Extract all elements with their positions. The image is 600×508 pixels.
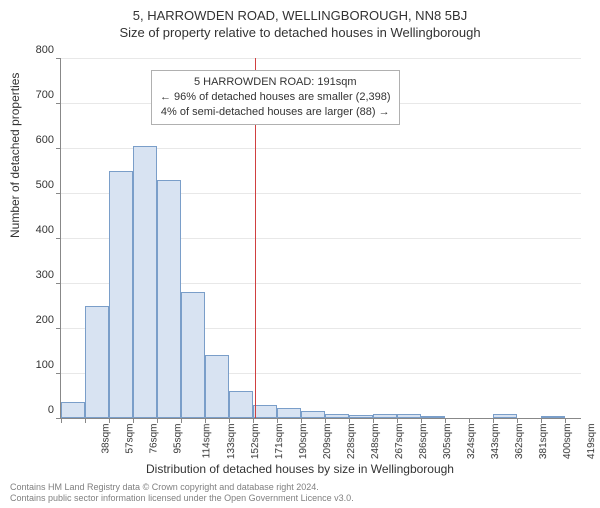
gridline [61,58,581,59]
annotation-line3: 4% of semi-detached houses are larger (8… [160,105,391,120]
y-tick-label: 200 [14,314,54,326]
histogram-bar [253,405,277,418]
x-tick-mark [277,418,278,423]
x-tick-mark [541,418,542,423]
histogram-bar [349,415,373,418]
y-tick-label: 300 [14,269,54,281]
x-tick-label: 400sqm [562,424,573,460]
y-tick-label: 500 [14,179,54,191]
x-tick-mark [565,418,566,423]
histogram-bar [181,292,205,418]
histogram-bar [421,416,445,418]
plot-area: 5 HARROWDEN ROAD: 191sqm ← 96% of detach… [60,58,581,419]
histogram-bar [205,355,229,418]
y-tick-mark [56,283,61,284]
y-tick-mark [56,193,61,194]
histogram-bar [109,171,133,419]
histogram-bar [133,146,157,418]
y-tick-label: 0 [14,404,54,416]
x-tick-mark [349,418,350,423]
histogram-bar [85,306,109,419]
page-subtitle: Size of property relative to detached ho… [0,25,600,40]
y-tick-mark [56,148,61,149]
page-title: 5, HARROWDEN ROAD, WELLINGBOROUGH, NN8 5… [0,8,600,23]
x-tick-mark [253,418,254,423]
histogram-bar [277,408,301,418]
x-tick-label: 38sqm [101,424,112,454]
x-tick-mark [301,418,302,423]
x-tick-mark [133,418,134,423]
y-tick-label: 600 [14,134,54,146]
x-tick-mark [157,418,158,423]
y-tick-mark [56,373,61,374]
annotation-line2: ← 96% of detached houses are smaller (2,… [160,90,391,105]
y-tick-mark [56,58,61,59]
y-tick-label: 800 [14,44,54,56]
x-tick-mark [85,418,86,423]
x-tick-mark [397,418,398,423]
x-tick-label: 324sqm [466,424,477,460]
footer-line1: Contains HM Land Registry data © Crown c… [10,482,354,493]
x-tick-label: 362sqm [514,424,525,460]
histogram-bar [229,391,253,418]
x-tick-label: 305sqm [442,424,453,460]
x-tick-mark [229,418,230,423]
x-tick-label: 114sqm [201,424,212,459]
annotation-box: 5 HARROWDEN ROAD: 191sqm ← 96% of detach… [151,70,400,125]
x-tick-label: 248sqm [370,424,381,460]
histogram-chart: 5 HARROWDEN ROAD: 191sqm ← 96% of detach… [60,58,580,418]
x-tick-label: 76sqm [149,424,160,454]
x-tick-mark [205,418,206,423]
y-tick-mark [56,103,61,104]
y-tick-label: 700 [14,89,54,101]
y-tick-label: 100 [14,359,54,371]
x-tick-mark [469,418,470,423]
x-tick-label: 133sqm [226,424,237,460]
x-tick-mark [373,418,374,423]
x-tick-mark [517,418,518,423]
y-tick-label: 400 [14,224,54,236]
x-tick-mark [181,418,182,423]
x-tick-label: 152sqm [250,424,261,460]
x-tick-label: 343sqm [490,424,501,460]
x-tick-mark [493,418,494,423]
x-tick-mark [109,418,110,423]
histogram-bar [157,180,181,419]
x-tick-label: 419sqm [586,424,597,460]
x-tick-mark [421,418,422,423]
histogram-bar [61,402,85,418]
x-tick-label: 209sqm [322,424,333,460]
x-tick-mark [61,418,62,423]
histogram-bar [301,411,325,418]
histogram-bar [541,416,565,418]
y-tick-mark [56,328,61,329]
footer-attribution: Contains HM Land Registry data © Crown c… [10,482,354,504]
x-tick-label: 381sqm [538,424,549,460]
x-tick-label: 95sqm [173,424,184,454]
y-tick-mark [56,238,61,239]
x-tick-label: 171sqm [274,424,285,460]
x-tick-mark [325,418,326,423]
x-tick-mark [445,418,446,423]
histogram-bar [397,414,421,418]
annotation-line1: 5 HARROWDEN ROAD: 191sqm [160,75,391,90]
x-tick-label: 190sqm [298,424,309,460]
histogram-bar [373,414,397,419]
x-axis-label: Distribution of detached houses by size … [0,462,600,476]
x-tick-label: 286sqm [418,424,429,460]
x-tick-label: 57sqm [125,424,136,454]
histogram-bar [325,414,349,419]
x-tick-label: 228sqm [346,424,357,460]
footer-line2: Contains public sector information licen… [10,493,354,504]
histogram-bar [493,414,517,418]
x-tick-label: 267sqm [394,424,405,460]
